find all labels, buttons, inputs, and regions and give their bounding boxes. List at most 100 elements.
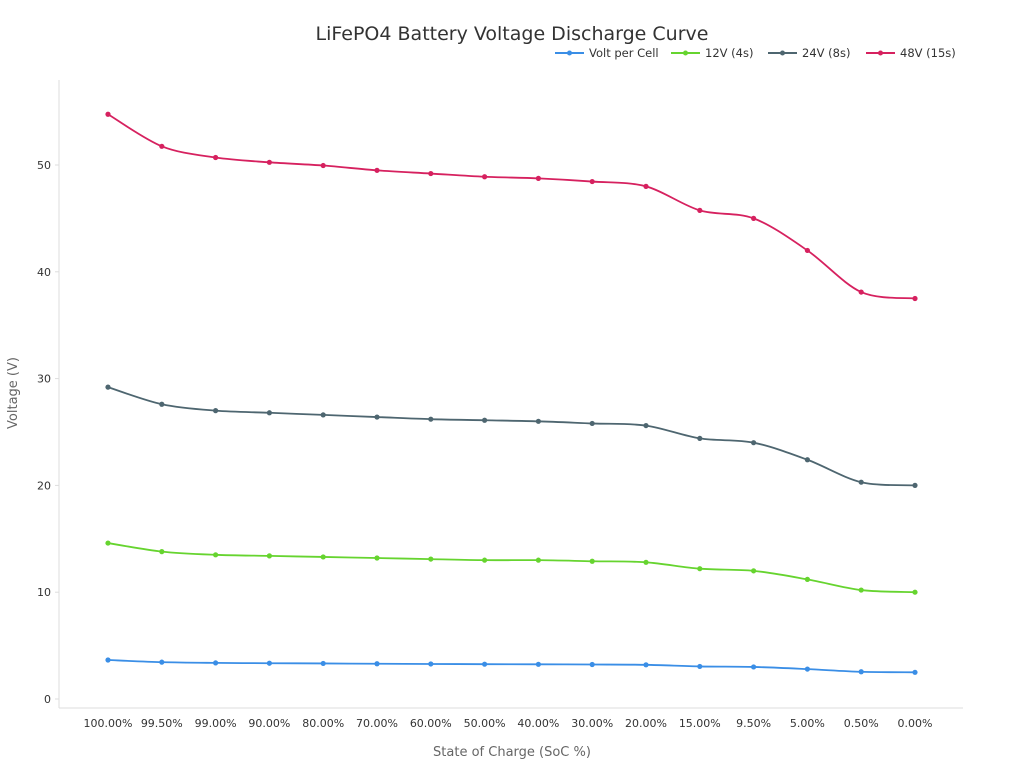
data-point[interactable] <box>320 660 326 667</box>
series-3 <box>105 111 918 302</box>
data-point[interactable] <box>266 660 272 666</box>
data-point[interactable] <box>266 553 272 559</box>
series-0 <box>105 657 918 675</box>
y-tick-label: 20 <box>37 479 51 492</box>
data-point[interactable] <box>643 662 649 668</box>
data-point[interactable] <box>105 540 111 546</box>
data-point[interactable] <box>266 159 272 165</box>
data-point[interactable] <box>751 440 757 446</box>
data-point[interactable] <box>751 568 757 574</box>
data-point[interactable] <box>804 576 811 582</box>
data-point[interactable] <box>858 669 864 675</box>
data-point[interactable] <box>912 482 918 488</box>
data-point[interactable] <box>482 557 488 563</box>
x-tick-label: 5.00% <box>790 717 825 730</box>
data-point[interactable] <box>912 589 918 595</box>
legend-marker <box>683 50 688 56</box>
data-point[interactable] <box>374 414 380 420</box>
data-point[interactable] <box>643 559 649 565</box>
data-point[interactable] <box>643 422 649 429</box>
data-point[interactable] <box>912 295 918 302</box>
data-point[interactable] <box>266 410 272 416</box>
y-tick-label: 30 <box>37 373 51 386</box>
data-point[interactable] <box>482 417 488 423</box>
data-point[interactable] <box>535 175 542 181</box>
data-point[interactable] <box>858 587 864 593</box>
data-point[interactable] <box>589 178 595 185</box>
y-ticks: 0 10 20 30 40 50 <box>37 159 59 706</box>
data-point[interactable] <box>320 554 326 560</box>
data-point[interactable] <box>804 457 811 463</box>
legend-item[interactable]: Volt per Cell <box>555 46 659 60</box>
x-tick-label: 99.50% <box>141 717 183 730</box>
x-tick-label: 90.00% <box>248 717 290 730</box>
series-2 <box>105 384 918 488</box>
legend-marker <box>878 50 883 56</box>
data-point[interactable] <box>159 143 165 149</box>
data-point[interactable] <box>751 664 757 670</box>
data-point[interactable] <box>320 412 326 418</box>
legend-label: 48V (15s) <box>900 46 956 60</box>
data-point[interactable] <box>374 167 380 173</box>
data-point[interactable] <box>535 418 542 424</box>
data-point[interactable] <box>105 111 111 117</box>
data-point[interactable] <box>213 552 219 558</box>
data-point[interactable] <box>374 555 380 561</box>
data-point[interactable] <box>159 659 165 665</box>
data-point[interactable] <box>428 556 434 562</box>
x-tick-label: 50.00% <box>464 717 506 730</box>
data-point[interactable] <box>697 566 703 572</box>
series-1 <box>105 540 918 595</box>
data-point[interactable] <box>482 174 488 180</box>
data-point[interactable] <box>159 401 165 407</box>
data-point[interactable] <box>159 549 165 555</box>
data-point[interactable] <box>535 661 542 667</box>
y-tick-label: 0 <box>44 693 51 706</box>
data-point[interactable] <box>105 657 111 663</box>
legend-item[interactable]: 12V (4s) <box>671 46 753 60</box>
data-point[interactable] <box>374 661 380 667</box>
data-point[interactable] <box>912 669 918 675</box>
data-point[interactable] <box>428 661 434 667</box>
data-point[interactable] <box>213 660 219 666</box>
legend-label: Volt per Cell <box>589 46 659 60</box>
series-line <box>107 386 916 487</box>
x-axis-label: State of Charge (SoC %) <box>433 745 591 760</box>
x-tick-label: 20.00% <box>625 717 667 730</box>
series-group <box>105 111 918 675</box>
data-point[interactable] <box>320 162 326 169</box>
data-point[interactable] <box>105 384 111 390</box>
data-point[interactable] <box>858 289 864 295</box>
data-point[interactable] <box>643 183 649 189</box>
x-tick-label: 80.00% <box>302 717 344 730</box>
data-point[interactable] <box>697 663 703 670</box>
data-point[interactable] <box>428 416 434 422</box>
y-tick-label: 10 <box>37 586 51 599</box>
legend-marker <box>567 50 572 56</box>
data-point[interactable] <box>589 661 595 668</box>
data-point[interactable] <box>535 557 542 563</box>
x-tick-label: 99.00% <box>195 717 237 730</box>
data-point[interactable] <box>804 247 811 254</box>
data-point[interactable] <box>213 154 219 161</box>
series-line <box>107 659 916 674</box>
data-point[interactable] <box>858 479 864 485</box>
y-tick-label: 40 <box>37 266 51 279</box>
legend-marker <box>780 50 785 56</box>
data-point[interactable] <box>697 435 703 442</box>
data-point[interactable] <box>697 207 703 213</box>
legend-item[interactable]: 24V (8s) <box>768 46 850 60</box>
data-point[interactable] <box>804 666 811 672</box>
x-tick-label: 30.00% <box>571 717 613 730</box>
x-tick-label: 70.00% <box>356 717 398 730</box>
data-point[interactable] <box>589 420 595 427</box>
data-point[interactable] <box>213 408 219 414</box>
data-point[interactable] <box>589 558 595 564</box>
data-point[interactable] <box>428 170 434 177</box>
legend: Volt per Cell 12V (4s) 24V (8s) 48V (15s) <box>555 46 956 60</box>
data-point[interactable] <box>482 661 488 667</box>
legend-item[interactable]: 48V (15s) <box>866 46 956 60</box>
data-point[interactable] <box>751 215 757 221</box>
x-tick-label: 0.00% <box>898 717 933 730</box>
